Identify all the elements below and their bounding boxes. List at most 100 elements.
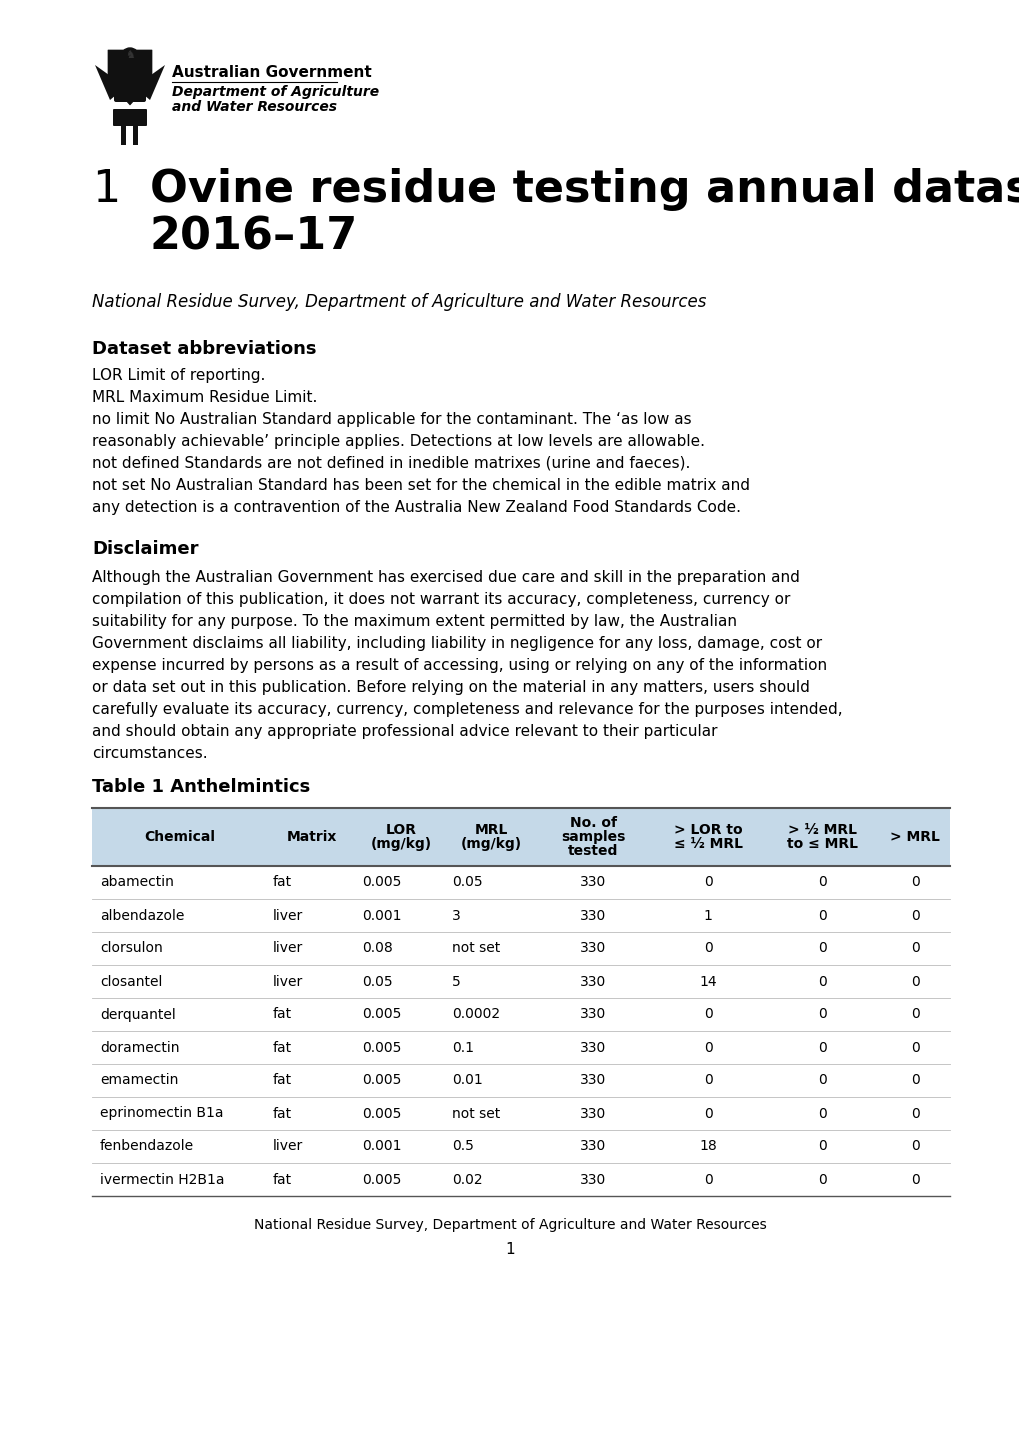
Text: Disclaimer: Disclaimer xyxy=(92,540,199,558)
Text: 5: 5 xyxy=(451,974,461,988)
Text: 0: 0 xyxy=(703,1007,711,1022)
Text: 14: 14 xyxy=(699,974,716,988)
Text: 0.005: 0.005 xyxy=(362,1173,401,1186)
Text: closantel: closantel xyxy=(100,974,162,988)
Text: 330: 330 xyxy=(580,1040,606,1055)
Text: 0: 0 xyxy=(817,974,826,988)
Text: National Residue Survey, Department of Agriculture and Water Resources: National Residue Survey, Department of A… xyxy=(254,1218,765,1232)
Polygon shape xyxy=(144,65,165,100)
Text: 0.05: 0.05 xyxy=(362,974,392,988)
Text: ♞: ♞ xyxy=(125,51,135,61)
Text: not set: not set xyxy=(451,1107,500,1121)
Text: 0: 0 xyxy=(817,941,826,955)
Text: samples: samples xyxy=(560,830,625,844)
Text: 0.005: 0.005 xyxy=(362,1107,401,1121)
Text: 0: 0 xyxy=(910,876,918,889)
Text: 0.08: 0.08 xyxy=(362,941,392,955)
Text: 1: 1 xyxy=(504,1242,515,1257)
Text: 0: 0 xyxy=(817,1074,826,1088)
Text: and Water Resources: and Water Resources xyxy=(172,100,336,114)
FancyBboxPatch shape xyxy=(113,110,147,126)
Text: fat: fat xyxy=(272,1007,291,1022)
Text: 0: 0 xyxy=(910,1074,918,1088)
Text: ivermectin H2B1a: ivermectin H2B1a xyxy=(100,1173,224,1186)
Text: 330: 330 xyxy=(580,1074,606,1088)
Text: or data set out in this publication. Before relying on the material in any matte: or data set out in this publication. Bef… xyxy=(92,680,809,696)
Text: 0.05: 0.05 xyxy=(451,876,482,889)
Text: liver: liver xyxy=(272,909,303,922)
Text: Ovine residue testing annual datasets: Ovine residue testing annual datasets xyxy=(150,167,1019,211)
Text: 0.005: 0.005 xyxy=(362,1040,401,1055)
Text: 0: 0 xyxy=(703,1173,711,1186)
Text: emamectin: emamectin xyxy=(100,1074,178,1088)
Text: 330: 330 xyxy=(580,1140,606,1153)
Text: Dataset abbreviations: Dataset abbreviations xyxy=(92,341,316,358)
Polygon shape xyxy=(95,65,116,100)
Text: Department of Agriculture: Department of Agriculture xyxy=(172,85,379,100)
Text: > MRL: > MRL xyxy=(890,830,940,844)
Text: MRL: MRL xyxy=(474,823,507,837)
Text: 0: 0 xyxy=(817,1173,826,1186)
Text: Australian Government: Australian Government xyxy=(172,65,371,79)
Text: MRL Maximum Residue Limit.: MRL Maximum Residue Limit. xyxy=(92,390,317,405)
Text: derquantel: derquantel xyxy=(100,1007,175,1022)
Text: 0: 0 xyxy=(817,909,826,922)
Text: fat: fat xyxy=(272,1074,291,1088)
Text: not defined Standards are not defined in inedible matrixes (urine and faeces).: not defined Standards are not defined in… xyxy=(92,456,690,470)
Text: 0: 0 xyxy=(910,974,918,988)
Polygon shape xyxy=(108,51,152,105)
Text: abamectin: abamectin xyxy=(100,876,173,889)
Text: 0: 0 xyxy=(703,1107,711,1121)
Text: 0.1: 0.1 xyxy=(451,1040,474,1055)
Text: to ≤ MRL: to ≤ MRL xyxy=(787,837,857,851)
Text: 0.005: 0.005 xyxy=(362,876,401,889)
Circle shape xyxy=(121,48,139,66)
Text: no limit No Australian Standard applicable for the contaminant. The ‘as low as: no limit No Australian Standard applicab… xyxy=(92,413,691,427)
Text: liver: liver xyxy=(272,941,303,955)
Text: 0: 0 xyxy=(910,1107,918,1121)
Text: any detection is a contravention of the Australia New Zealand Food Standards Cod: any detection is a contravention of the … xyxy=(92,501,740,515)
Text: LOR: LOR xyxy=(385,823,417,837)
Text: 0: 0 xyxy=(703,941,711,955)
Text: compilation of this publication, it does not warrant its accuracy, completeness,: compilation of this publication, it does… xyxy=(92,592,790,608)
Text: 0.001: 0.001 xyxy=(362,1140,401,1153)
Text: liver: liver xyxy=(272,974,303,988)
Text: 330: 330 xyxy=(580,1173,606,1186)
Text: 330: 330 xyxy=(580,909,606,922)
Text: fat: fat xyxy=(272,876,291,889)
Text: not set No Australian Standard has been set for the chemical in the edible matri: not set No Australian Standard has been … xyxy=(92,478,749,494)
FancyBboxPatch shape xyxy=(114,63,146,102)
FancyBboxPatch shape xyxy=(92,808,949,866)
Text: 330: 330 xyxy=(580,941,606,955)
Text: suitability for any purpose. To the maximum extent permitted by law, the Austral: suitability for any purpose. To the maxi… xyxy=(92,615,737,629)
Text: 3: 3 xyxy=(451,909,461,922)
Text: 0: 0 xyxy=(703,1040,711,1055)
Text: Matrix: Matrix xyxy=(286,830,336,844)
Text: 18: 18 xyxy=(698,1140,716,1153)
Text: not set: not set xyxy=(451,941,500,955)
Text: 0.5: 0.5 xyxy=(451,1140,474,1153)
Text: and should obtain any appropriate professional advice relevant to their particul: and should obtain any appropriate profes… xyxy=(92,724,716,739)
Text: 0: 0 xyxy=(817,1040,826,1055)
Text: clorsulon: clorsulon xyxy=(100,941,163,955)
Text: Table 1 Anthelmintics: Table 1 Anthelmintics xyxy=(92,778,310,797)
Text: tested: tested xyxy=(568,844,618,859)
Text: (mg/kg): (mg/kg) xyxy=(460,837,521,851)
Text: (mg/kg): (mg/kg) xyxy=(370,837,431,851)
Text: circumstances.: circumstances. xyxy=(92,746,208,760)
Text: 0.01: 0.01 xyxy=(451,1074,482,1088)
Text: fat: fat xyxy=(272,1173,291,1186)
Text: 330: 330 xyxy=(580,876,606,889)
Text: fat: fat xyxy=(272,1107,291,1121)
Text: 1: 1 xyxy=(703,909,712,922)
FancyBboxPatch shape xyxy=(121,126,126,144)
Text: 2016–17: 2016–17 xyxy=(150,216,358,258)
Text: reasonably achievable’ principle applies. Detections at low levels are allowable: reasonably achievable’ principle applies… xyxy=(92,434,704,449)
Text: 330: 330 xyxy=(580,1007,606,1022)
Text: fenbendazole: fenbendazole xyxy=(100,1140,194,1153)
Text: 0: 0 xyxy=(817,1140,826,1153)
Text: eprinomectin B1a: eprinomectin B1a xyxy=(100,1107,223,1121)
Text: > ½ MRL: > ½ MRL xyxy=(788,823,856,837)
Text: National Residue Survey, Department of Agriculture and Water Resources: National Residue Survey, Department of A… xyxy=(92,293,706,312)
Text: 0.02: 0.02 xyxy=(451,1173,482,1186)
